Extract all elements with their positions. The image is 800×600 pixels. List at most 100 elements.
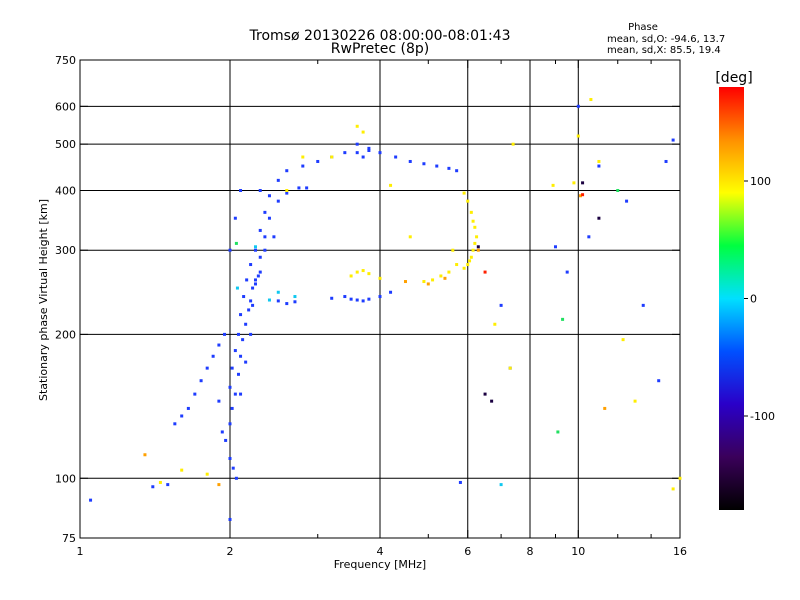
data-point bbox=[476, 248, 480, 252]
y-tick-label: 600 bbox=[55, 100, 76, 113]
data-point bbox=[511, 142, 515, 146]
data-point bbox=[173, 422, 177, 426]
data-point bbox=[253, 282, 257, 286]
y-tick-label: 75 bbox=[62, 532, 76, 545]
data-point bbox=[499, 303, 503, 307]
data-point bbox=[447, 166, 451, 170]
data-point bbox=[403, 280, 407, 284]
y-tick-label: 400 bbox=[55, 184, 76, 197]
data-point bbox=[458, 480, 462, 484]
y-tick-label: 300 bbox=[55, 244, 76, 257]
colorbar-label: [deg] bbox=[715, 70, 752, 86]
data-point bbox=[462, 266, 466, 270]
data-point bbox=[205, 366, 209, 370]
data-point bbox=[355, 124, 359, 128]
data-point bbox=[355, 151, 359, 155]
data-point bbox=[89, 498, 93, 502]
data-point bbox=[220, 430, 224, 434]
data-point bbox=[431, 278, 435, 282]
data-point bbox=[285, 191, 289, 195]
data-point bbox=[230, 406, 234, 410]
data-point bbox=[272, 235, 276, 239]
colorbar-tick-label: 0 bbox=[750, 293, 757, 306]
data-point bbox=[253, 245, 257, 249]
data-point bbox=[236, 372, 240, 376]
data-point bbox=[641, 303, 645, 307]
data-point bbox=[193, 392, 197, 396]
data-point bbox=[267, 216, 271, 220]
data-point bbox=[223, 332, 227, 336]
colorbar-tick-label: -100 bbox=[750, 410, 775, 423]
y-tick-label: 100 bbox=[55, 472, 76, 485]
data-point bbox=[443, 276, 447, 280]
data-point bbox=[285, 302, 289, 306]
data-point bbox=[581, 193, 585, 197]
data-point bbox=[551, 183, 555, 187]
data-point bbox=[256, 274, 260, 278]
data-point bbox=[293, 295, 297, 299]
data-point bbox=[349, 297, 353, 301]
data-point bbox=[330, 296, 334, 300]
data-point bbox=[301, 155, 305, 159]
data-point bbox=[228, 517, 232, 521]
colorbar-fill bbox=[719, 87, 744, 510]
data-point bbox=[633, 399, 637, 403]
data-point bbox=[143, 453, 147, 457]
data-point bbox=[343, 295, 347, 299]
data-point bbox=[361, 130, 365, 134]
data-point bbox=[305, 186, 309, 190]
chart-title: Tromsø 20130226 08:00:00-08:01:43 bbox=[249, 28, 511, 44]
data-point bbox=[231, 466, 235, 470]
data-point bbox=[251, 286, 255, 290]
data-point bbox=[422, 162, 426, 166]
data-point bbox=[447, 270, 451, 274]
data-point bbox=[462, 191, 466, 195]
data-point bbox=[253, 248, 257, 252]
data-point bbox=[258, 188, 262, 192]
data-point bbox=[367, 297, 371, 301]
data-point bbox=[435, 164, 439, 168]
data-point bbox=[471, 219, 475, 223]
data-point bbox=[473, 241, 477, 245]
data-point bbox=[166, 483, 170, 487]
data-point bbox=[361, 299, 365, 303]
x-tick-label: 6 bbox=[464, 545, 471, 558]
data-point bbox=[244, 322, 248, 326]
data-point bbox=[657, 379, 661, 383]
data-point bbox=[228, 456, 232, 460]
data-point bbox=[367, 272, 371, 276]
data-point bbox=[247, 308, 251, 312]
data-point bbox=[439, 274, 443, 278]
data-point bbox=[471, 248, 475, 252]
data-point bbox=[180, 414, 184, 418]
data-point bbox=[490, 399, 494, 403]
data-point bbox=[245, 278, 249, 282]
data-point bbox=[355, 142, 359, 146]
data-point bbox=[263, 210, 267, 214]
data-point bbox=[426, 282, 430, 286]
data-point bbox=[239, 354, 243, 358]
data-point bbox=[499, 483, 503, 487]
data-point bbox=[625, 199, 629, 203]
y-tick-label: 750 bbox=[55, 54, 76, 67]
x-tick-label: 8 bbox=[527, 545, 534, 558]
data-point bbox=[473, 225, 477, 229]
data-point bbox=[394, 155, 398, 159]
data-point bbox=[597, 216, 601, 220]
data-point bbox=[469, 210, 473, 214]
data-point bbox=[236, 332, 240, 336]
data-point bbox=[469, 255, 473, 259]
data-point bbox=[553, 245, 557, 249]
data-point bbox=[578, 194, 582, 198]
data-point bbox=[389, 290, 393, 294]
data-point bbox=[228, 422, 232, 426]
data-point bbox=[455, 263, 459, 267]
data-point bbox=[587, 235, 591, 239]
data-point bbox=[355, 270, 359, 274]
data-point bbox=[276, 199, 280, 203]
data-point bbox=[466, 199, 470, 203]
data-point bbox=[199, 379, 203, 383]
data-point bbox=[493, 322, 497, 326]
plot-area: 1 2 4 6 8 10 16 75 100 200 300 400 500 600 750 bbox=[55, 54, 687, 558]
